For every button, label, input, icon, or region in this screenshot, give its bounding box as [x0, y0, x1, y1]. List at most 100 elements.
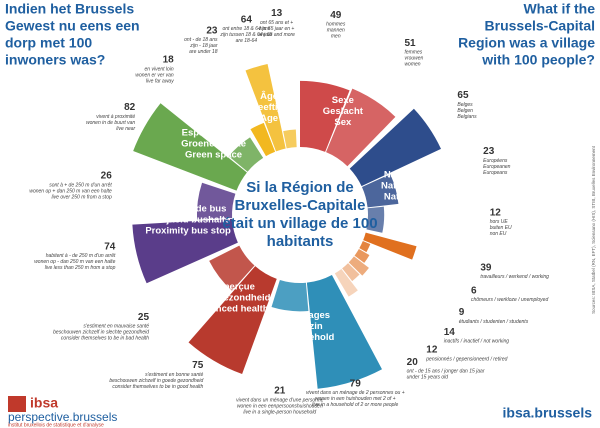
item-caption: are 18-64: [236, 38, 258, 44]
wedge: [363, 232, 417, 260]
item-caption: Belgians: [457, 114, 477, 120]
item-caption: Européens: [483, 158, 508, 164]
wedge: [334, 268, 358, 297]
section-title: Leeftijd: [252, 102, 286, 113]
item-caption: zijn tussen 18 & 64 jaar: [219, 32, 272, 38]
section-title: Ménages: [289, 310, 330, 321]
item-value: 14: [444, 327, 456, 338]
wedge: [326, 88, 396, 167]
institute: institut bruxellois de statistique et d'…: [8, 422, 104, 428]
item-caption: s'estiment en bonne santé: [145, 372, 203, 378]
item-caption: ont - de 18 ans: [184, 37, 218, 43]
wedge: [348, 256, 369, 276]
logo-icon: [8, 396, 26, 412]
item-value: 9: [459, 307, 465, 318]
item-caption: hors UE: [490, 219, 509, 225]
center-text: était un village de 100: [222, 215, 377, 232]
wedge: [306, 275, 382, 389]
wedge: [349, 108, 442, 187]
item-caption: Europeans: [483, 170, 508, 176]
item-value: 12: [426, 345, 438, 356]
section-title: Âge: [260, 90, 278, 102]
item-value: 20: [407, 357, 419, 368]
item-value: 23: [483, 146, 495, 157]
wedge: [283, 129, 297, 149]
item-caption: pensionnés / gepensioneerd / retired: [425, 356, 507, 362]
item-caption: wonen op - dan 250 m van een halte: [34, 259, 115, 265]
item-value: 39: [480, 262, 492, 273]
section-title: Espaces verts: [182, 127, 246, 138]
item-caption: beschouwen zichzelf in slechte gezondhei…: [53, 330, 149, 336]
item-caption: wonen in de buurt van: [86, 120, 135, 126]
item-caption: live in a single-person household: [243, 409, 316, 415]
item-caption: women: [404, 62, 420, 68]
section-title: Nabijheid bushalte: [146, 214, 230, 225]
item-caption: Belges: [457, 102, 473, 108]
section-title: Proximity bus stop: [145, 225, 231, 236]
item-caption: wonen in een huishouden met 2 of +: [315, 396, 396, 402]
section-title: Ervaren gezondheid: [180, 293, 271, 304]
item-value: 25: [138, 312, 150, 323]
item-value: 21: [274, 386, 286, 397]
item-caption: wonen op + dan 250 m van een halte: [29, 188, 112, 194]
item-caption: live over 250 m from a stop: [51, 194, 112, 200]
title-en: Brussels-Capital: [485, 18, 595, 34]
logo-text: ibsa: [30, 395, 58, 411]
item-caption: live far away: [146, 78, 174, 84]
sources: Sources: IBSA, Statbel (RN, EFT), Sciens…: [591, 145, 596, 314]
item-caption: chômeurs / werkloze / unemployed: [471, 297, 548, 303]
wedge: [132, 218, 238, 284]
item-caption: s'estiment en mauvaise santé: [83, 324, 149, 330]
section-title: Experienced health: [181, 304, 268, 315]
brand: perspective.brussels: [8, 410, 117, 424]
item-caption: ont - de 15 ans / jonger dan 15 jaar: [407, 369, 485, 375]
title-nl: dorp met 100: [5, 35, 92, 51]
section-title: Geslacht: [323, 106, 364, 117]
section-title: Age: [260, 113, 278, 124]
item-caption: vivent dans un ménage de 2 personnes ou …: [306, 390, 405, 396]
item-caption: wonen in een eenpersoonshuishouden: [237, 403, 323, 409]
item-caption: inactifs / inactief / not working: [444, 339, 510, 345]
title-en: with 100 people?: [481, 52, 595, 68]
item-value: 51: [404, 38, 416, 49]
wedge: [188, 266, 277, 375]
item-value: 6: [471, 285, 477, 296]
section-title: Activity: [372, 289, 407, 300]
item-value: 65: [457, 90, 469, 101]
item-value: 18: [163, 55, 175, 66]
item-caption: non EU: [490, 231, 507, 237]
item-caption: vrouwen: [404, 56, 423, 62]
item-caption: men: [331, 34, 341, 40]
item-value: 12: [490, 207, 502, 218]
center-text: Si la Région de: [246, 179, 354, 196]
wedge: [196, 182, 236, 220]
item-caption: Belgen: [457, 108, 473, 114]
section-title: Sexe: [332, 95, 354, 106]
title-en: Region was a village: [458, 35, 595, 51]
item-value: 64: [241, 14, 253, 25]
item-caption: étudiants / studenten / students: [459, 319, 529, 325]
item-value: 49: [330, 10, 342, 21]
item-caption: zijn - 18 jaar: [189, 43, 218, 49]
title-en: What if the: [523, 1, 595, 17]
item-caption: live less than 250 m from a stop: [45, 265, 116, 271]
item-value: 75: [192, 360, 204, 371]
item-caption: consider themselves to be in bad health: [61, 336, 149, 342]
center-text: Bruxelles-Capitale: [235, 197, 366, 214]
item-caption: beschouwen zichzelf in goede gezondheid: [109, 378, 203, 384]
wedge: [245, 64, 286, 152]
wedge: [361, 174, 399, 208]
item-value: 23: [206, 25, 218, 36]
wedge: [366, 206, 385, 233]
section-title: Activité: [372, 267, 406, 278]
item-caption: ont entre 18 & 64 ans: [222, 26, 270, 32]
item-caption: live near: [116, 126, 135, 132]
wedge: [354, 249, 370, 263]
section-title: Green space: [185, 149, 242, 160]
wedge: [228, 137, 264, 172]
section-title: Santé perçue: [195, 282, 255, 293]
item-caption: en vivent loin: [145, 66, 174, 72]
section-title: Activiteit: [369, 278, 410, 289]
wedge: [271, 279, 309, 312]
